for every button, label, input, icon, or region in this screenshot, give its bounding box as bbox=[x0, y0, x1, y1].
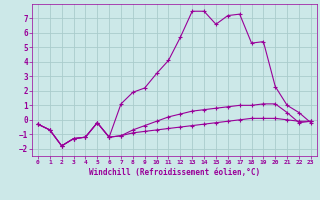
X-axis label: Windchill (Refroidissement éolien,°C): Windchill (Refroidissement éolien,°C) bbox=[89, 168, 260, 177]
